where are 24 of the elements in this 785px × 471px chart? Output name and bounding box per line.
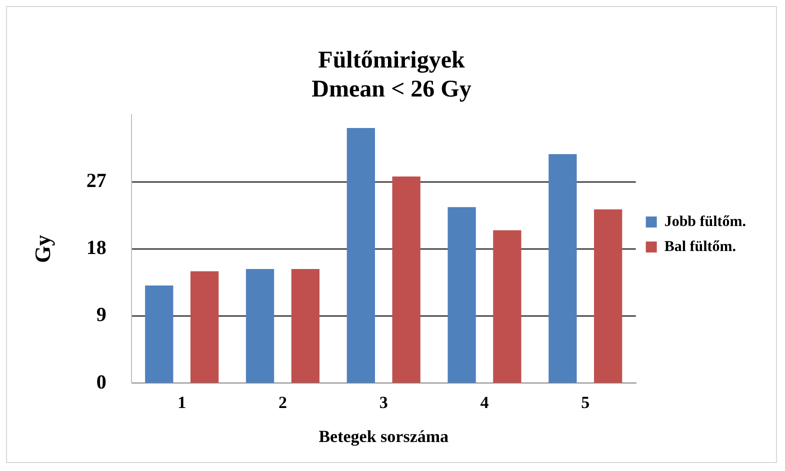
x-tick-label: 4 xyxy=(480,392,490,412)
bar xyxy=(493,230,522,383)
y-tick-label: 9 xyxy=(96,304,106,326)
y-tick-label: 18 xyxy=(86,237,106,260)
bar xyxy=(594,209,622,383)
y-axis-title: Gy xyxy=(30,234,55,263)
x-tick-label: 5 xyxy=(581,392,590,412)
bar xyxy=(392,176,420,383)
bar xyxy=(145,285,174,383)
y-tick-label: 0 xyxy=(96,371,106,394)
x-tick-label: 3 xyxy=(379,392,388,412)
bar xyxy=(291,269,320,383)
x-tick-label: 1 xyxy=(178,392,186,412)
x-axis-title: Betegek sorszáma xyxy=(318,427,450,446)
x-tick-label: 2 xyxy=(278,392,287,412)
y-tick-label: 27 xyxy=(86,170,106,192)
bar xyxy=(246,269,274,383)
chart-title: Fültőmirigyek Dmean < 26 Gy xyxy=(312,48,472,102)
legend-label: Bal fültőm. xyxy=(664,238,736,255)
bar xyxy=(548,154,577,383)
bar xyxy=(346,128,375,383)
legend-label: Jobb fültőm. xyxy=(664,214,746,230)
bar xyxy=(448,207,476,383)
bar xyxy=(190,271,219,383)
